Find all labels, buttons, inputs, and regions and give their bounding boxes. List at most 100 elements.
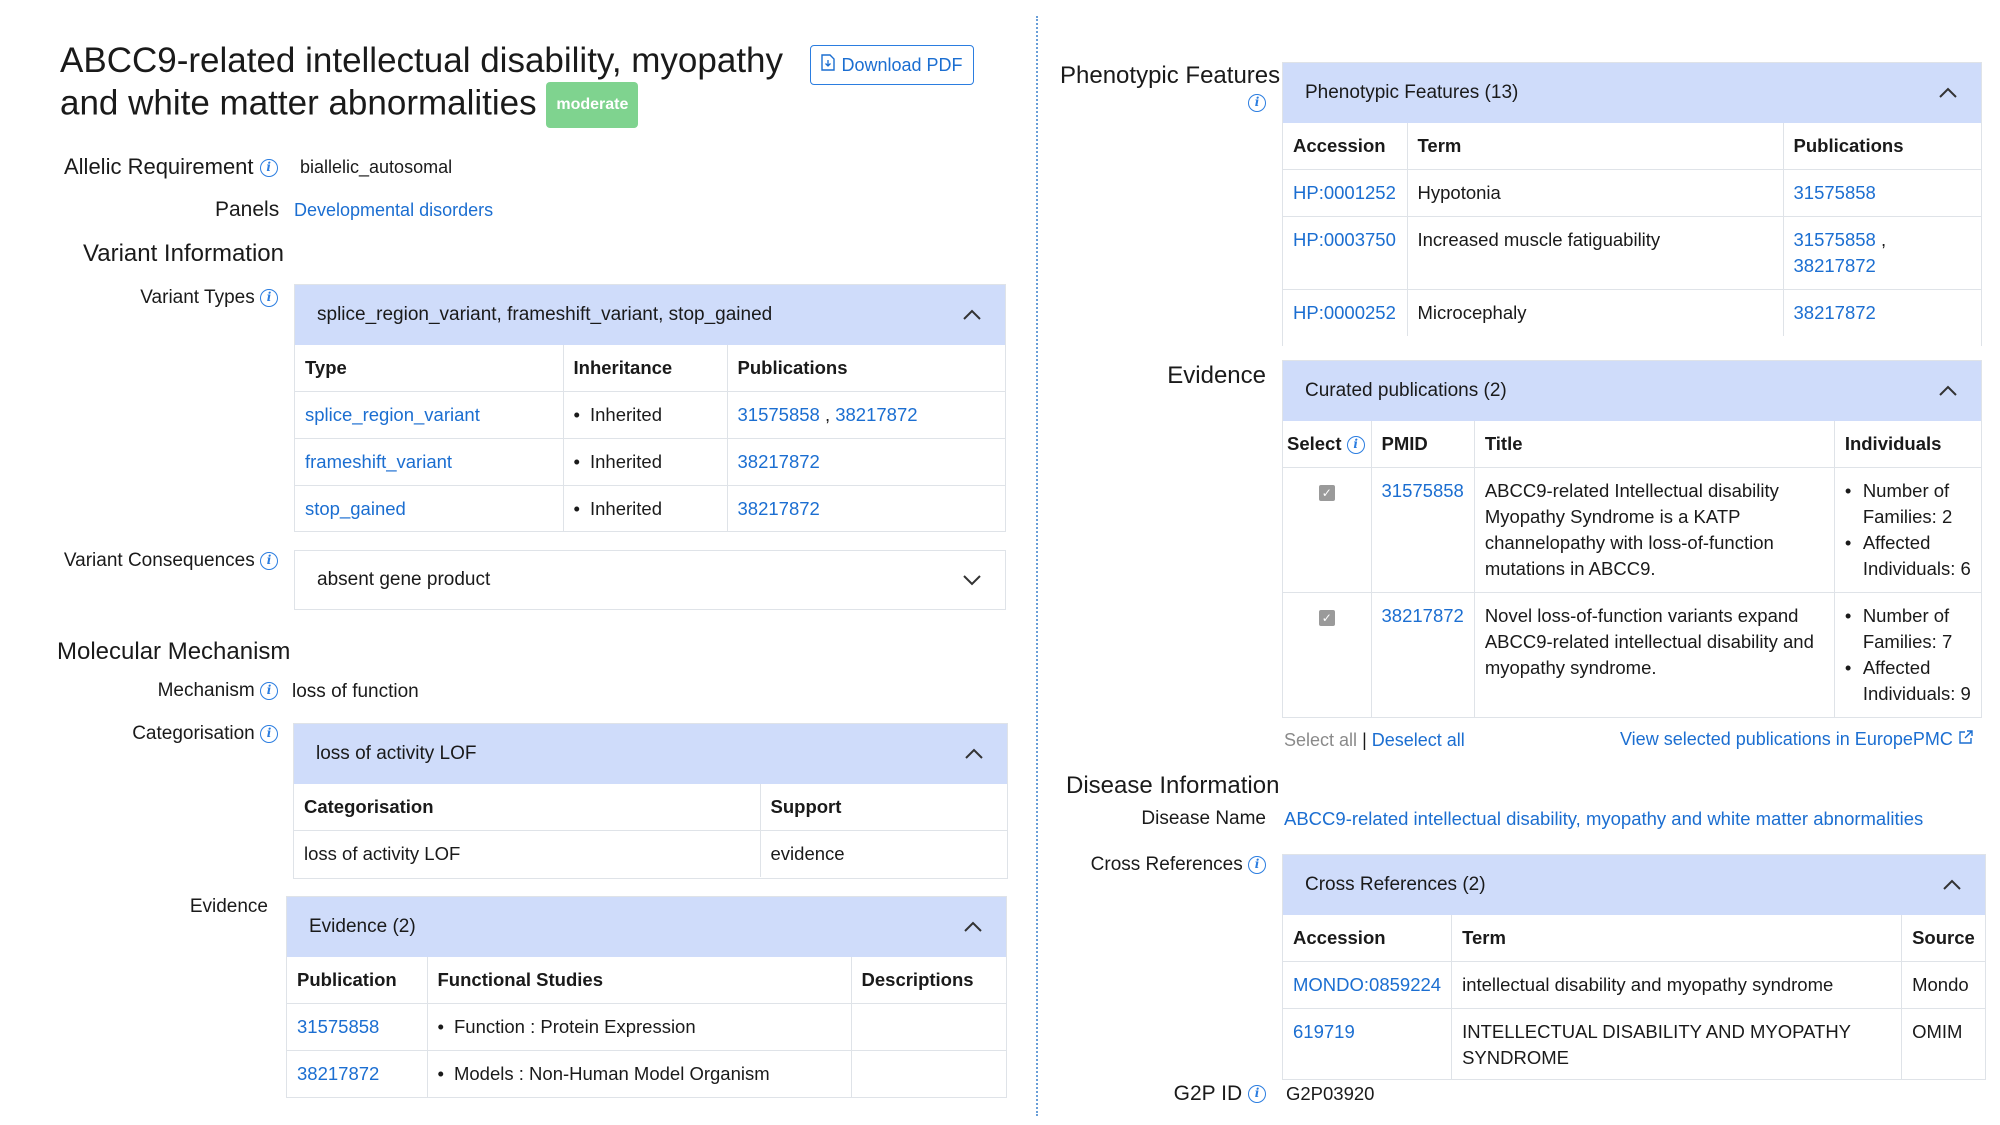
phenotypic-features-table: Accession Term Publications HP:0001252 H… (1283, 123, 1981, 336)
pdf-file-icon (821, 54, 836, 76)
select-column-label: Select (1287, 432, 1342, 454)
publication-link[interactable]: 38217872 (737, 450, 820, 472)
publication-link[interactable]: 31575858 (297, 1015, 380, 1037)
description-cell (851, 1003, 1006, 1051)
chevron-down-icon[interactable] (961, 569, 983, 591)
molecular-evidence-table: Publication Functional Studies Descripti… (287, 957, 1006, 1097)
chevron-up-icon[interactable] (1937, 82, 1959, 104)
molecular-mechanism-title: Molecular Mechanism (57, 638, 291, 665)
download-pdf-button[interactable]: Download PDF (810, 45, 974, 85)
phenotype-term: Microcephaly (1407, 289, 1784, 336)
xref-term: intellectual disability and myopathy syn… (1451, 961, 1903, 1009)
disease-name-link[interactable]: ABCC9-related intellectual disability, m… (1284, 808, 1924, 829)
select-all-link[interactable]: Select all (1284, 730, 1358, 750)
description-cell (851, 1050, 1006, 1097)
panel-link-developmental-disorders[interactable]: Developmental disorders (294, 200, 494, 220)
column-header: Individuals (1834, 421, 1981, 468)
view-europepmc-link[interactable]: View selected publications in EuropePMC (1620, 729, 1974, 750)
phenotypic-features-panel-header[interactable]: Phenotypic Features (13) (1283, 63, 1981, 123)
g2p-id-label: G2P ID i (1160, 1082, 1266, 1106)
publication-checkbox[interactable]: ✓ (1318, 609, 1335, 626)
publication-link[interactable]: 31575858 (1793, 181, 1876, 203)
cross-references-panel-title: Cross References (2) (1305, 874, 1486, 895)
variant-types-label-text: Variant Types (140, 287, 255, 308)
variant-types-panel: splice_region_variant, frameshift_varian… (294, 284, 1006, 532)
info-icon[interactable]: i (259, 159, 278, 178)
pmid-link[interactable]: 31575858 (1381, 479, 1464, 501)
column-header: Title (1474, 421, 1835, 468)
deselect-all-link[interactable]: Deselect all (1371, 730, 1465, 750)
column-header: Accession (1283, 123, 1408, 170)
table-row: 31575858 Function : Protein Expression (287, 1003, 1006, 1051)
publication-link[interactable]: 38217872 (1793, 301, 1876, 323)
pmid-link[interactable]: 38217872 (1381, 604, 1464, 626)
info-icon[interactable]: i (1346, 435, 1365, 454)
curated-publications-panel: Curated publications (2) Select i PMID T… (1282, 360, 1982, 718)
chevron-up-icon[interactable] (1941, 874, 1963, 896)
individuals-families: Number of Families: 7 (1845, 603, 1971, 655)
table-row: HP:0001252 Hypotonia 31575858 (1283, 169, 1981, 217)
molecular-evidence-panel-title: Evidence (2) (309, 916, 416, 937)
hpo-accession-link[interactable]: HP:0000252 (1293, 301, 1396, 323)
publication-title: ABCC9-related Intellectual disability My… (1474, 467, 1835, 593)
publication-link[interactable]: 38217872 (297, 1062, 380, 1084)
table-row: stop_gained Inherited 38217872 (295, 485, 1005, 531)
variant-types-panel-header[interactable]: splice_region_variant, frameshift_varian… (295, 285, 1005, 345)
xref-accession-link[interactable]: MONDO:0859224 (1293, 973, 1442, 995)
phenotype-term: Increased muscle fatiguability (1407, 216, 1784, 290)
molecular-evidence-label: Evidence (189, 896, 268, 917)
individuals-affected: Affected Individuals: 9 (1845, 655, 1971, 707)
phenotype-term: Hypotonia (1407, 169, 1784, 217)
curated-publications-table: Select i PMID Title Individuals ✓ 315758… (1283, 421, 1981, 717)
variant-consequences-dropdown[interactable]: absent gene product (294, 550, 1006, 610)
xref-accession-link[interactable]: 619719 (1293, 1020, 1355, 1042)
table-row: HP:0003750 Increased muscle fatiguabilit… (1283, 216, 1981, 290)
column-header-select: Select i (1283, 421, 1372, 468)
column-header: Publications (1783, 123, 1981, 170)
variant-consequences-label-text: Variant Consequences (63, 550, 255, 571)
publication-link[interactable]: 38217872 (737, 497, 820, 519)
molecular-evidence-panel-header[interactable]: Evidence (2) (287, 897, 1006, 957)
cross-references-panel-header[interactable]: Cross References (2) (1283, 855, 1985, 915)
curated-publications-panel-header[interactable]: Curated publications (2) (1283, 361, 1981, 421)
info-icon[interactable]: i (1248, 855, 1266, 874)
variant-type-link[interactable]: splice_region_variant (305, 403, 480, 425)
categorisation-panel-header[interactable]: loss of activity LOF (294, 724, 1007, 784)
variant-types-table: Type Inheritance Publications splice_reg… (295, 345, 1005, 531)
info-icon[interactable]: i (260, 551, 278, 570)
hpo-accession-link[interactable]: HP:0003750 (1293, 228, 1396, 250)
variant-type-link[interactable]: stop_gained (305, 497, 406, 519)
column-header: Support (760, 784, 1007, 831)
column-header: Publications (727, 345, 1005, 392)
publication-link[interactable]: 38217872 (1793, 254, 1876, 276)
publication-link[interactable]: 31575858 (1793, 228, 1876, 250)
chevron-up-icon[interactable] (963, 743, 985, 765)
functional-study: Models : Non-Human Model Organism (438, 1063, 770, 1084)
publication-link[interactable]: 38217872 (835, 403, 918, 425)
table-row: splice_region_variant Inherited 31575858… (295, 391, 1005, 439)
info-icon[interactable]: i (260, 288, 278, 307)
xref-term: INTELLECTUAL DISABILITY AND MYOPATHY SYN… (1451, 1008, 1903, 1079)
column-header: Type (295, 345, 564, 392)
page-title: ABCC9-related intellectual disability, m… (60, 40, 800, 128)
inheritance-value: Inherited (574, 451, 662, 472)
hpo-accession-link[interactable]: HP:0001252 (1293, 181, 1396, 203)
column-divider (1036, 16, 1038, 1116)
info-icon[interactable]: i (1248, 94, 1266, 112)
column-header: Source (1901, 915, 1985, 962)
download-pdf-label: Download PDF (841, 54, 963, 75)
table-row: ✓ 38217872 Novel loss-of-function varian… (1283, 592, 1981, 717)
chevron-up-icon[interactable] (961, 304, 983, 326)
xref-source: Mondo (1901, 961, 1985, 1009)
info-icon[interactable]: i (260, 681, 278, 700)
info-icon[interactable]: i (260, 724, 278, 743)
publication-link[interactable]: 31575858 (737, 403, 820, 425)
info-icon[interactable]: i (1248, 1085, 1266, 1104)
publication-checkbox[interactable]: ✓ (1318, 484, 1335, 501)
g2p-id-label-text: G2P ID (1173, 1082, 1243, 1105)
variant-types-label: Variant Types i (100, 287, 278, 309)
chevron-up-icon[interactable] (962, 916, 984, 938)
variant-type-link[interactable]: frameshift_variant (305, 450, 453, 472)
chevron-up-icon[interactable] (1937, 380, 1959, 402)
allelic-requirement-value: biallelic_autosomal (300, 157, 453, 177)
